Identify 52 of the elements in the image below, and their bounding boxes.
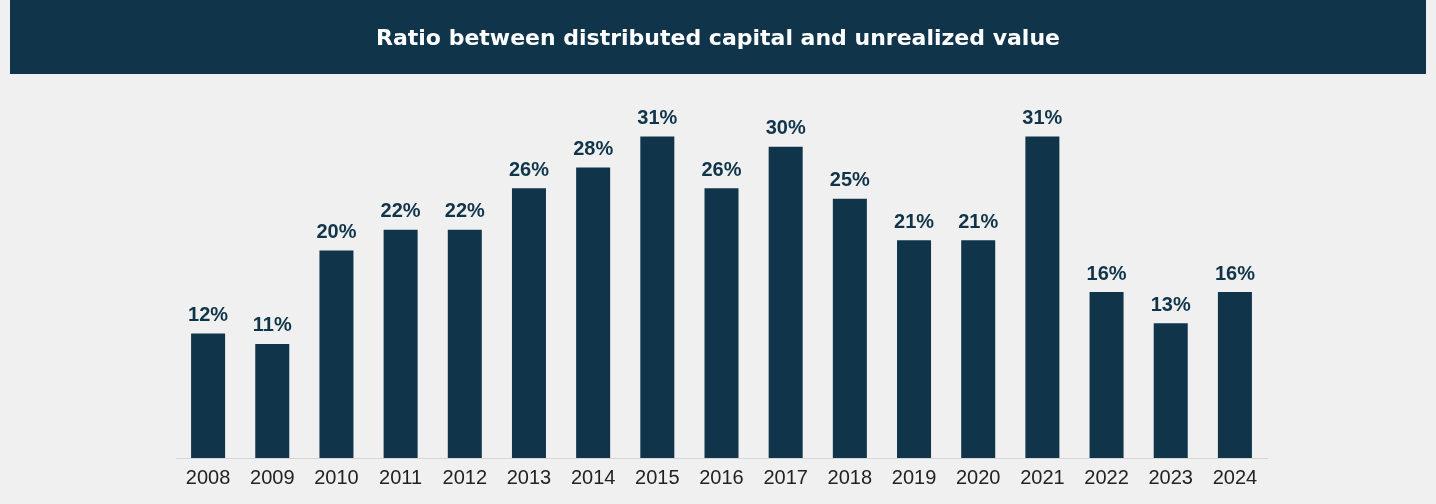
data-label: 12% <box>188 303 229 326</box>
data-label: 25% <box>829 168 871 191</box>
bar <box>768 146 803 458</box>
data-label: 13% <box>1150 292 1191 315</box>
bar <box>832 198 867 458</box>
data-label: 11% <box>252 313 292 336</box>
bar <box>383 229 418 458</box>
bar <box>191 333 226 458</box>
bar <box>447 229 482 458</box>
x-tick-label: 2019 <box>891 465 937 488</box>
bar <box>576 167 611 458</box>
data-label: 30% <box>765 116 806 139</box>
x-tick-label: 2021 <box>1020 465 1065 488</box>
data-label: 28% <box>573 137 614 160</box>
x-tick-label: 2014 <box>570 465 616 488</box>
x-tick-label: 2022 <box>1084 465 1129 488</box>
data-label: 22% <box>380 199 421 222</box>
x-tick-label: 2018 <box>827 465 873 488</box>
data-label: 26% <box>508 157 550 180</box>
x-tick-label: 2013 <box>506 465 552 488</box>
bar <box>961 240 996 458</box>
x-tick-label: 2010 <box>314 465 359 488</box>
x-tick-label: 2016 <box>699 465 744 488</box>
bar <box>640 136 675 458</box>
x-tick-label: 2017 <box>763 465 808 488</box>
bar <box>1153 323 1188 458</box>
bar <box>704 188 739 458</box>
x-tick-label: 2008 <box>185 465 231 488</box>
bar <box>1025 136 1060 458</box>
x-tick-label: 2009 <box>250 465 295 488</box>
x-tick-label: 2024 <box>1212 465 1258 488</box>
data-label: 26% <box>701 157 742 180</box>
x-tick-label: 2023 <box>1148 465 1193 488</box>
x-tick-label: 2015 <box>635 465 680 488</box>
data-label: 20% <box>316 220 357 243</box>
x-tick-label: 2011 <box>379 465 423 488</box>
bar <box>319 250 354 458</box>
data-label: 21% <box>894 209 935 232</box>
chart-title: Ratio between distributed capital and unrealized value <box>10 0 1426 74</box>
data-label: 16% <box>1086 261 1127 284</box>
data-label: 21% <box>958 209 999 232</box>
data-label: 31% <box>637 106 678 128</box>
bar <box>511 188 546 458</box>
bar <box>1089 292 1124 458</box>
x-tick-label: 2012 <box>442 465 488 488</box>
bar <box>897 240 932 458</box>
data-label: 22% <box>444 199 486 222</box>
x-tick-label: 2020 <box>955 465 1001 488</box>
data-label: 16% <box>1214 261 1256 284</box>
bar <box>1217 292 1252 458</box>
bar <box>255 343 290 458</box>
data-label: 31% <box>1022 106 1063 128</box>
